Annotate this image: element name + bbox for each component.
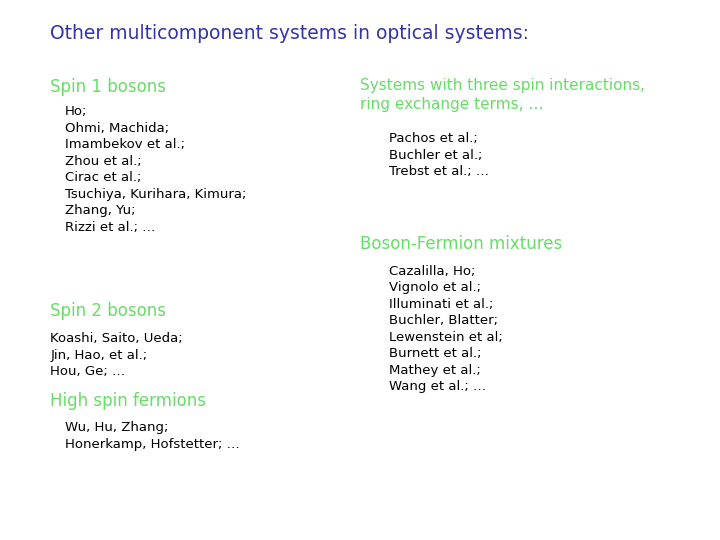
Text: Cazalilla, Ho;
Vignolo et al.;
Illuminati et al.;
Buchler, Blatter;
Lewenstein e: Cazalilla, Ho; Vignolo et al.; Illuminat… [389,265,503,393]
Text: Koashi, Saito, Ueda;
Jin, Hao, et al.;
Hou, Ge; …: Koashi, Saito, Ueda; Jin, Hao, et al.; H… [50,332,183,378]
Text: Systems with three spin interactions,
ring exchange terms, …: Systems with three spin interactions, ri… [360,78,645,112]
Text: Boson-Fermion mixtures: Boson-Fermion mixtures [360,235,562,253]
Text: Wu, Hu, Zhang;
Honerkamp, Hofstetter; …: Wu, Hu, Zhang; Honerkamp, Hofstetter; … [65,421,240,451]
Text: Ho;
Ohmi, Machida;
Imambekov et al.;
Zhou et al.;
Cirac et al.;
Tsuchiya, Kuriha: Ho; Ohmi, Machida; Imambekov et al.; Zho… [65,105,246,234]
Text: Pachos et al.;
Buchler et al.;
Trebst et al.; …: Pachos et al.; Buchler et al.; Trebst et… [389,132,489,178]
Text: Other multicomponent systems in optical systems:: Other multicomponent systems in optical … [50,24,529,43]
Text: Spin 1 bosons: Spin 1 bosons [50,78,166,96]
Text: Spin 2 bosons: Spin 2 bosons [50,302,166,320]
Text: High spin fermions: High spin fermions [50,392,207,409]
